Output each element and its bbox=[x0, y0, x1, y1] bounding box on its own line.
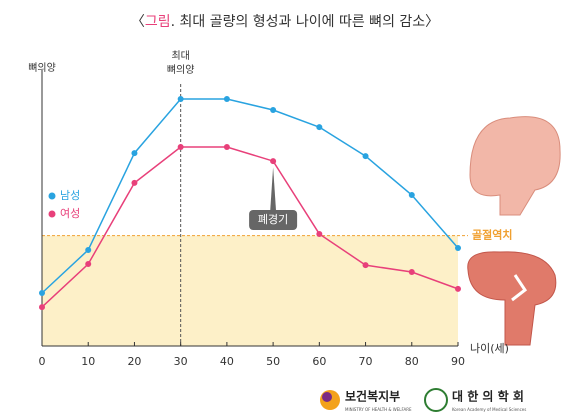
x-tick-label: 40 bbox=[220, 355, 234, 368]
healthy-bone bbox=[469, 116, 561, 216]
peak-label: 최대 bbox=[171, 50, 189, 62]
x-tick-label: 50 bbox=[266, 355, 280, 368]
logo-subtitle: Korean Academy of Medical Sciences bbox=[452, 407, 526, 412]
menopause-label: 폐경기 bbox=[258, 213, 288, 226]
series-line bbox=[41, 98, 459, 294]
legend-marker bbox=[48, 192, 56, 200]
title-part: . 최대 골량의 형성과 나이에 따른 뼈의 감소〉 bbox=[171, 14, 440, 30]
x-tick-label: 30 bbox=[174, 355, 188, 368]
x-tick-label: 10 bbox=[81, 355, 95, 368]
logo-subtitle: MINISTRY OF HEALTH & WELFARE bbox=[345, 407, 412, 412]
series-line bbox=[41, 146, 459, 308]
point bbox=[270, 107, 277, 114]
point bbox=[316, 230, 323, 237]
x-tick-label: 0 bbox=[39, 355, 46, 368]
title-part: 〈 bbox=[131, 14, 145, 30]
logo-icon bbox=[424, 388, 448, 412]
legend-label: 여성 bbox=[60, 207, 80, 220]
point bbox=[39, 304, 45, 311]
point bbox=[131, 150, 138, 157]
title-part: 그림 bbox=[145, 14, 171, 30]
point bbox=[362, 262, 369, 269]
menopause-box bbox=[249, 210, 298, 230]
point bbox=[39, 290, 45, 297]
peak-label: 뼈의양 bbox=[167, 64, 195, 76]
fracture bbox=[511, 274, 528, 302]
x-tick-label: 60 bbox=[312, 355, 326, 368]
point bbox=[455, 285, 461, 292]
logo-icon bbox=[322, 392, 332, 402]
point bbox=[85, 261, 92, 268]
point bbox=[270, 158, 277, 165]
menopause-pointer bbox=[270, 167, 277, 212]
point bbox=[316, 124, 323, 131]
point bbox=[362, 153, 369, 160]
logo-name: 보건복지부 bbox=[345, 389, 400, 404]
logo-name: 대 한 의 학 회 bbox=[452, 389, 524, 404]
logo-icons bbox=[320, 388, 448, 412]
legend-marker bbox=[48, 210, 56, 218]
point bbox=[408, 192, 415, 199]
point bbox=[223, 95, 230, 102]
x-tick-label: 20 bbox=[127, 355, 141, 368]
x-axis-label: 나이(세) bbox=[470, 342, 509, 355]
x-tick-label: 80 bbox=[405, 355, 419, 368]
point bbox=[223, 144, 230, 151]
y-axis-label: 뼈의양 bbox=[28, 62, 56, 74]
threshold-label: 골절역치 bbox=[472, 228, 512, 242]
point bbox=[408, 269, 415, 276]
x-tick-label: 70 bbox=[359, 355, 373, 368]
point bbox=[455, 245, 461, 252]
x-tick-label: 90 bbox=[451, 355, 465, 368]
point bbox=[177, 95, 184, 102]
legend-label: 남성 bbox=[60, 189, 80, 202]
bone-illustrations bbox=[467, 116, 561, 346]
point bbox=[177, 144, 184, 151]
chart-title: 〈그림. 최대 골량의 형성과 나이에 따른 뼈의 감소〉 bbox=[131, 14, 439, 30]
point bbox=[131, 179, 138, 186]
point bbox=[85, 246, 92, 253]
threshold-area bbox=[42, 235, 458, 346]
